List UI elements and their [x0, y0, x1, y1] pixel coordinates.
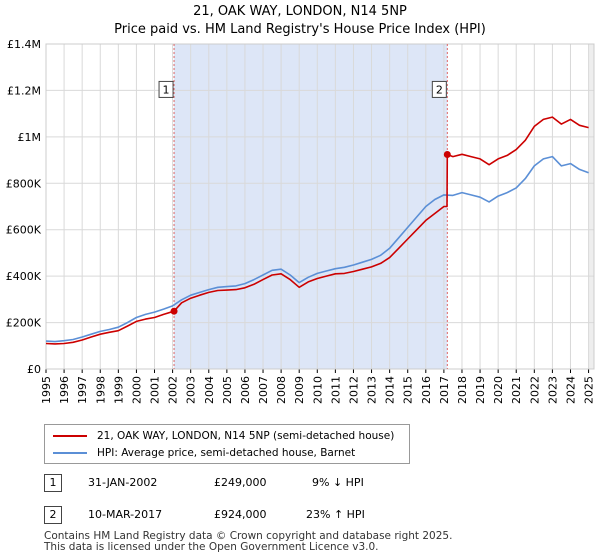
x-tick-label: 2011 — [329, 376, 342, 404]
transaction-hpi-change: 9% ↓ HPI — [312, 476, 364, 489]
plot-frame — [45, 43, 595, 370]
shaded-period — [174, 44, 448, 369]
transaction-row: 1 31-JAN-2002 £249,000 9% ↓ HPI — [44, 474, 584, 492]
x-tick-label: 2007 — [257, 376, 270, 404]
y-tick-label: £800K — [6, 177, 42, 190]
price-chart: £0 £200K £400K £600K £800K £1M £1.2M £1.4M 1995 1… — [6, 38, 596, 404]
transaction-badge: 2 — [44, 506, 62, 524]
x-tick-label: 2000 — [130, 376, 143, 404]
y-tick-label: £1.4M — [7, 38, 41, 51]
transaction-date: 31-JAN-2002 — [88, 476, 158, 489]
transaction-hpi-change: 23% ↑ HPI — [306, 508, 365, 521]
legend-label-price: 21, OAK WAY, LONDON, N14 5NP (semi-detac… — [97, 430, 395, 442]
sale-label-box — [158, 80, 174, 98]
x-tick-label: 2018 — [456, 376, 469, 404]
hpi-line — [45, 155, 589, 343]
y-tick-label: £1.2M — [7, 84, 41, 97]
transaction-price: £924,000 — [214, 508, 267, 521]
x-tick-label: 2022 — [528, 376, 541, 404]
x-tick-label: 2023 — [546, 376, 559, 404]
x-tick-label: 2002 — [167, 376, 180, 404]
x-tick-label: 2003 — [185, 376, 198, 404]
sale-label-box — [431, 80, 447, 98]
x-tick-label: 2008 — [275, 376, 288, 404]
x-tick-label: 2024 — [564, 376, 577, 404]
transaction-badge: 1 — [44, 474, 62, 492]
legend-swatch-price — [53, 435, 87, 437]
y-tick-label: £600K — [6, 224, 42, 237]
x-tick-label: 2019 — [474, 376, 487, 404]
sale-label: 1 — [163, 83, 170, 96]
x-tick-label: 2013 — [366, 376, 379, 404]
x-tick-label: 2017 — [438, 376, 451, 404]
y-tick-label: £0 — [27, 363, 41, 376]
legend-item-price: 21, OAK WAY, LONDON, N14 5NP (semi-detac… — [53, 428, 394, 444]
x-tick-label: 1998 — [94, 376, 107, 404]
x-tick-label: 2025 — [583, 376, 596, 404]
sale-point — [170, 307, 178, 315]
footer-copyright: Contains HM Land Registry data © Crown c… — [44, 531, 452, 553]
x-tick-label: 2016 — [420, 376, 433, 404]
transaction-price: £249,000 — [214, 476, 267, 489]
x-tick-label: 2004 — [203, 376, 216, 404]
x-tick-label: 2012 — [347, 376, 360, 404]
future-region — [588, 44, 594, 369]
footer-line-1: Contains HM Land Registry data © Crown c… — [44, 530, 453, 542]
y-tick-label: £1M — [18, 131, 42, 144]
transaction-date: 10-MAR-2017 — [88, 508, 163, 521]
x-tick-label: 1995 — [40, 376, 53, 404]
x-tick-label: 2010 — [311, 376, 324, 404]
y-tick-label: £200K — [6, 317, 42, 330]
sale-label: 2 — [436, 83, 443, 96]
footer-line-2: This data is licensed under the Open Gov… — [44, 541, 379, 553]
x-tick-label: 2009 — [293, 376, 306, 404]
chart-title-subtitle: Price paid vs. HM Land Registry's House … — [114, 22, 486, 37]
sale-point — [443, 151, 451, 158]
x-tick-label: 2001 — [149, 376, 162, 404]
x-tick-label: 1996 — [58, 376, 71, 404]
x-tick-label: 1999 — [112, 376, 125, 404]
x-tick-label: 2015 — [402, 376, 415, 404]
price-paid-line — [45, 116, 589, 345]
y-tick-label: £400K — [6, 270, 42, 283]
legend-item-hpi: HPI: Average price, semi-detached house,… — [53, 445, 355, 461]
x-tick-label: 2020 — [492, 376, 505, 404]
x-tick-label: 2006 — [239, 376, 252, 404]
x-tick-label: 2005 — [221, 376, 234, 404]
legend-swatch-hpi — [53, 452, 87, 454]
x-tick-label: 2014 — [384, 376, 397, 404]
x-tick-label: 2021 — [510, 376, 523, 404]
transaction-row: 2 10-MAR-2017 £924,000 23% ↑ HPI — [44, 506, 584, 524]
chart-legend: 21, OAK WAY, LONDON, N14 5NP (semi-detac… — [44, 424, 410, 464]
legend-label-hpi: HPI: Average price, semi-detached house,… — [97, 447, 356, 459]
x-tick-label: 1997 — [76, 376, 89, 404]
chart-title-address: 21, OAK WAY, LONDON, N14 5NP — [193, 4, 407, 19]
